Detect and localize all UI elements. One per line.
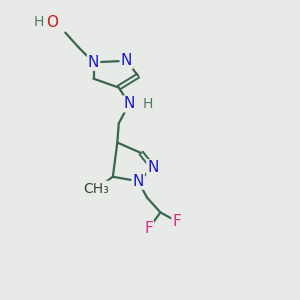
Text: O: O (46, 15, 58, 30)
Text: N: N (88, 55, 99, 70)
Text: H: H (142, 97, 153, 111)
Text: N: N (124, 96, 135, 111)
Text: N: N (132, 174, 144, 189)
Text: CH₃: CH₃ (84, 182, 110, 196)
Text: F: F (144, 221, 153, 236)
Text: N: N (121, 53, 132, 68)
Text: H: H (34, 15, 44, 29)
Text: F: F (172, 214, 181, 229)
Text: N: N (147, 160, 159, 175)
